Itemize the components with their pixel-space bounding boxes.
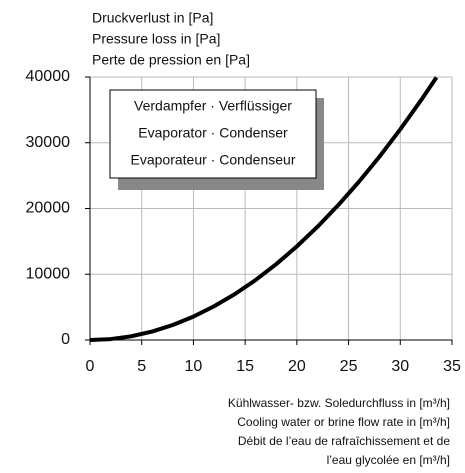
annotation-box <box>109 89 317 179</box>
y-axis-label: Pressure loss in [Pa] <box>92 31 220 47</box>
y-tick-label: 40000 <box>26 68 71 85</box>
x-tick-label: 35 <box>443 358 461 375</box>
x-tick-label: 5 <box>137 358 146 375</box>
y-tick-label: 20000 <box>26 200 71 217</box>
x-tick-label: 10 <box>185 358 203 375</box>
x-tick-label: 0 <box>86 358 95 375</box>
y-axis-label: Perte de pression en [Pa] <box>92 52 250 68</box>
annotation: Verdampfer · Verflüssiger <box>134 98 292 114</box>
y-axis-label: Druckverlust in [Pa] <box>92 10 213 26</box>
x-axis-label: Kühlwasser- bzw. Soledurchfluss in [m³/h… <box>228 396 450 410</box>
x-tick-label: 30 <box>391 358 409 375</box>
x-tick-label: 15 <box>236 358 254 375</box>
x-tick-label: 20 <box>288 358 306 375</box>
x-tick-label: 25 <box>340 358 358 375</box>
y-tick-label: 10000 <box>26 265 71 282</box>
y-tick-label: 30000 <box>26 134 71 151</box>
annotation: Evaporator · Condenser <box>138 125 288 141</box>
y-tick-label: 0 <box>61 331 70 348</box>
line <box>89 76 439 342</box>
x-axis-label: Cooling water or brine flow rate in [m³/… <box>237 415 450 429</box>
x-axis-label: l’eau glycolée en [m³/h] <box>327 453 450 467</box>
annotation: Evaporateur · Condenseur <box>131 152 296 168</box>
x-axis-label: Débit de l’eau de rafraîchissement et de <box>238 434 450 448</box>
